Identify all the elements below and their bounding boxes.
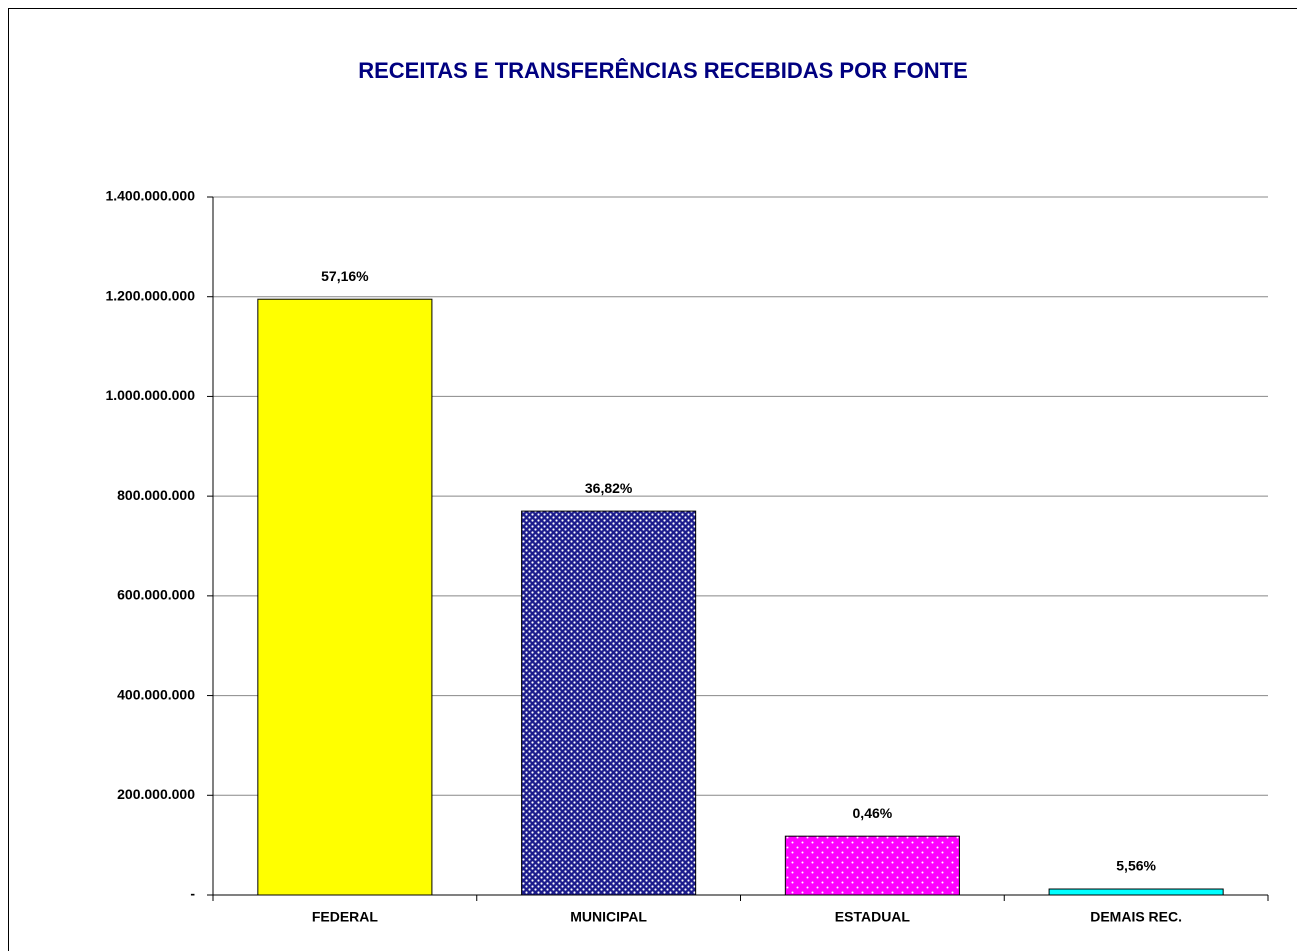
- bar: [784, 835, 960, 896]
- data-label: 5,56%: [1116, 858, 1156, 874]
- data-label: 0,46%: [853, 805, 893, 821]
- x-tick-label: MUNICIPAL: [570, 909, 647, 925]
- x-tick-label: DEMAIS REC.: [1090, 909, 1182, 925]
- data-label: 57,16%: [321, 268, 369, 284]
- y-tick-label: 600.000.000: [117, 587, 195, 603]
- bar: [521, 510, 697, 896]
- y-tick-label: 1.000.000.000: [105, 387, 195, 403]
- bar: [257, 298, 433, 896]
- y-tick-label: 400.000.000: [117, 686, 195, 702]
- bar: [1048, 888, 1224, 896]
- y-tick-label: 1.200.000.000: [105, 287, 195, 303]
- chart-border: [8, 8, 1297, 951]
- x-tick-label: ESTADUAL: [835, 909, 911, 925]
- y-tick-label: 1.400.000.000: [105, 188, 195, 204]
- y-tick-label: -: [190, 886, 195, 902]
- y-tick-label: 200.000.000: [117, 786, 195, 802]
- data-label: 36,82%: [585, 480, 633, 496]
- y-tick-label: 800.000.000: [117, 487, 195, 503]
- x-tick-label: FEDERAL: [312, 909, 379, 925]
- chart-title: RECEITAS E TRANSFERÊNCIAS RECEBIDAS POR …: [358, 58, 968, 83]
